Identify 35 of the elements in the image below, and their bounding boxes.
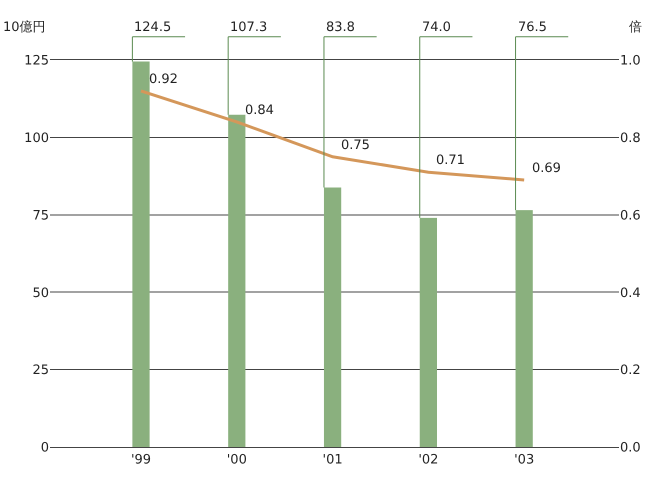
bar: [228, 114, 246, 447]
x-tick-label: '02: [418, 452, 438, 468]
y-axis-title: 10億円: [3, 20, 46, 35]
y2-tick-label: 0.6: [620, 208, 641, 224]
data-label: 83.8: [326, 20, 355, 35]
data-label: 0.84: [245, 103, 274, 118]
y-tick-label: 0: [40, 440, 49, 456]
x-tick-label: '03: [514, 452, 534, 468]
y-tick-label: 100: [24, 130, 49, 146]
y2-tick-label: 0.2: [620, 363, 641, 378]
x-tick-label: '99: [130, 452, 152, 468]
line-series: [140, 89, 526, 182]
y-tick-label: 75: [32, 208, 49, 224]
bar: [420, 218, 437, 447]
data-label: 0.69: [532, 161, 561, 176]
data-label: 124.5: [134, 20, 172, 35]
y-tick-label: 25: [32, 363, 49, 378]
data-label: 0.75: [341, 138, 370, 153]
y2-tick-label: 0.4: [620, 286, 641, 301]
data-label: 74.0: [422, 20, 451, 35]
y-tick-label: 125: [24, 54, 49, 69]
y2-tick-label: 0.0: [620, 440, 641, 456]
bar: [132, 62, 150, 447]
data-label: 107.3: [230, 20, 268, 35]
data-label: 0.92: [149, 72, 178, 87]
data-label: 0.71: [436, 153, 465, 168]
y2-axis-title: 倍: [629, 20, 642, 35]
y2-tick-label: 1.0: [620, 54, 641, 69]
x-tick-label: '01: [322, 452, 343, 468]
bar: [324, 188, 342, 447]
data-label: 76.5: [518, 20, 547, 35]
x-tick-label: '00: [226, 452, 247, 468]
y-tick-label: 50: [32, 286, 49, 301]
bar: [516, 210, 533, 447]
y2-tick-label: 0.8: [620, 130, 641, 146]
